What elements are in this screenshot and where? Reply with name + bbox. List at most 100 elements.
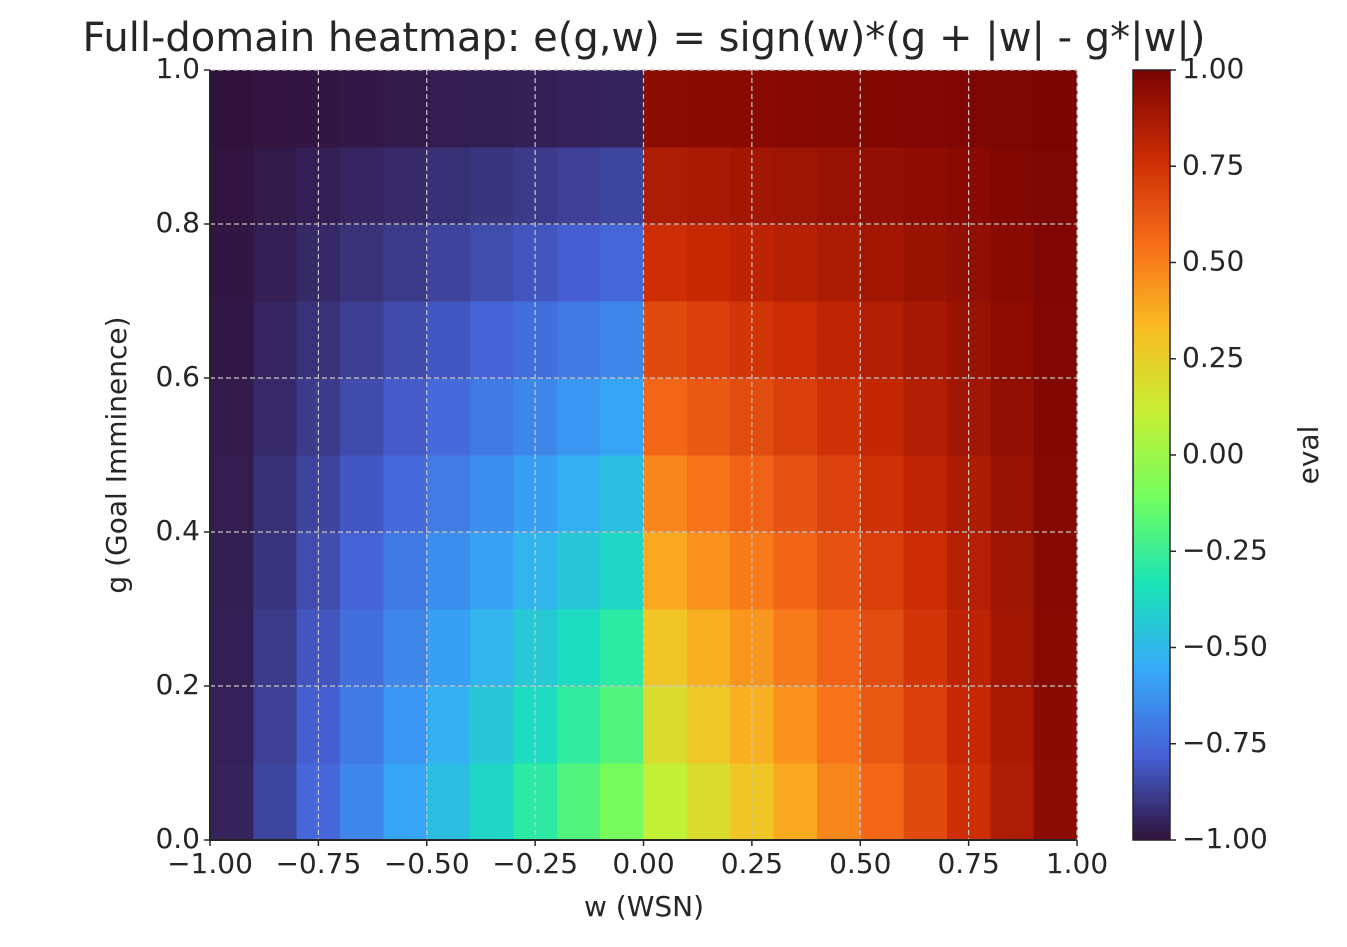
heat-cell	[556, 224, 601, 302]
heat-cell	[816, 147, 861, 225]
colorbar-tick-label: −0.75	[1182, 726, 1268, 759]
heat-cell	[903, 609, 948, 687]
heat-cell	[470, 532, 515, 610]
heat-cell	[600, 147, 645, 225]
heat-cell	[470, 763, 515, 841]
heat-cell	[253, 532, 298, 610]
heat-cell	[990, 686, 1035, 764]
heat-cell	[860, 763, 905, 841]
heat-cell	[1033, 763, 1078, 841]
x-tick-label: 0.50	[829, 847, 891, 880]
heat-cell	[990, 455, 1035, 533]
x-tick-label: 0.25	[721, 847, 783, 880]
heat-cell	[340, 147, 384, 225]
heat-cell	[600, 224, 645, 302]
heat-cell	[210, 763, 254, 841]
heat-cell	[1033, 70, 1078, 148]
heat-cell	[210, 686, 254, 764]
heat-cell	[816, 686, 861, 764]
heat-cell	[773, 378, 818, 456]
heat-cell	[990, 70, 1035, 148]
heat-cell	[1033, 455, 1078, 533]
heat-cell	[686, 763, 731, 841]
heat-cell	[816, 301, 861, 379]
heat-cell	[860, 686, 905, 764]
heat-cell	[340, 532, 384, 610]
heat-cell	[816, 224, 861, 302]
heat-cell	[383, 147, 428, 225]
heat-cell	[253, 455, 298, 533]
heat-cell	[600, 378, 645, 456]
heat-cell	[990, 609, 1035, 687]
heat-cell	[210, 301, 254, 379]
heat-cell	[903, 455, 948, 533]
heat-cell	[600, 455, 645, 533]
heat-cell	[426, 455, 471, 533]
heat-cell	[1033, 532, 1078, 610]
colorbar-tick-label: 0.25	[1182, 341, 1244, 374]
heat-cell	[860, 224, 905, 302]
heat-cell	[556, 70, 601, 148]
heat-cell	[643, 224, 688, 302]
heat-cell	[773, 455, 818, 533]
heat-cell	[383, 224, 428, 302]
heat-cell	[210, 70, 254, 148]
heat-cell	[383, 301, 428, 379]
heat-cell	[643, 763, 688, 841]
colorbar-tick-label: 0.75	[1182, 148, 1244, 181]
heat-cell	[556, 609, 601, 687]
y-tick-label: 1.0	[155, 52, 200, 85]
heat-cell	[426, 378, 471, 456]
heat-cell	[903, 378, 948, 456]
heat-cell	[990, 532, 1035, 610]
heat-cell	[816, 70, 861, 148]
heat-cell	[470, 686, 515, 764]
heat-cell	[903, 532, 948, 610]
heat-cell	[340, 455, 384, 533]
heat-cell	[253, 378, 298, 456]
heat-cell	[210, 378, 254, 456]
heat-cell	[773, 147, 818, 225]
heat-cell	[686, 609, 731, 687]
heat-cell	[903, 70, 948, 148]
heat-cell	[253, 609, 298, 687]
heat-cell	[643, 378, 688, 456]
heat-cell	[426, 70, 471, 148]
heat-cell	[686, 301, 731, 379]
heat-cell	[903, 224, 948, 302]
heat-cell	[600, 609, 645, 687]
heat-cell	[1033, 378, 1078, 456]
heat-cell	[643, 301, 688, 379]
heat-cell	[470, 147, 515, 225]
heat-cell	[210, 147, 254, 225]
heat-cell	[340, 301, 384, 379]
heat-cell	[773, 686, 818, 764]
heat-cell	[470, 224, 515, 302]
heat-cell	[253, 763, 298, 841]
heat-cell	[383, 686, 428, 764]
heat-cell	[600, 763, 645, 841]
heat-cell	[253, 224, 298, 302]
heat-cell	[426, 532, 471, 610]
heat-cell	[686, 686, 731, 764]
y-tick-label: 0.0	[155, 822, 200, 855]
x-tick-label: −0.25	[492, 847, 578, 880]
heat-cell	[600, 686, 645, 764]
chart-title: Full-domain heatmap: e(g,w) = sign(w)*(g…	[83, 15, 1206, 61]
heat-cell	[860, 378, 905, 456]
heat-cell	[470, 301, 515, 379]
heat-cell	[1033, 609, 1078, 687]
heat-cell	[340, 609, 384, 687]
y-tick-label: 0.2	[155, 668, 200, 701]
colorbar-tick-label: −0.25	[1182, 533, 1268, 566]
heat-cell	[383, 532, 428, 610]
heat-cell	[340, 224, 384, 302]
heat-cell	[686, 455, 731, 533]
heat-cell	[860, 609, 905, 687]
colorbar	[1132, 69, 1171, 841]
y-tick-label: 0.4	[155, 514, 200, 547]
heat-cell	[340, 70, 384, 148]
colorbar-tick-label: 0.50	[1182, 245, 1244, 278]
heat-cell	[600, 70, 645, 148]
heat-cell	[1033, 301, 1078, 379]
